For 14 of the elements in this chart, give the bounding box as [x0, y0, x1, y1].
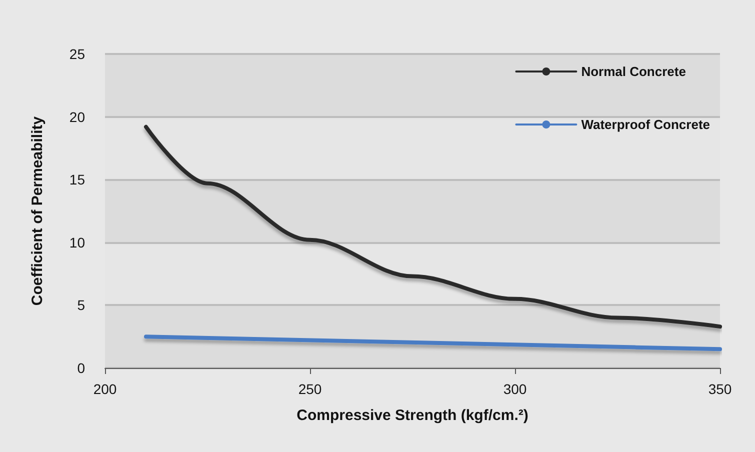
y-tick-label: 10 [69, 234, 86, 250]
x-tick-label: 250 [298, 381, 322, 397]
y-axis-title: Coefficient of Permeability [29, 116, 46, 306]
y-tick-label: 25 [69, 46, 86, 62]
y-tick-label: 5 [77, 297, 86, 314]
legend-label: Waterproof Concrete [581, 117, 710, 132]
x-tick-label: 200 [93, 381, 117, 397]
x-tick-label: 350 [708, 381, 732, 397]
x-axis-title: Compressive Strength (kgf/cm.²) [296, 407, 528, 424]
legend-label: Normal Concrete [581, 64, 686, 79]
y-tick-label: 15 [69, 172, 86, 188]
y-tick-label: 0 [77, 360, 86, 376]
x-tick-label: 300 [503, 381, 527, 397]
y-tick-label: 20 [69, 108, 86, 125]
